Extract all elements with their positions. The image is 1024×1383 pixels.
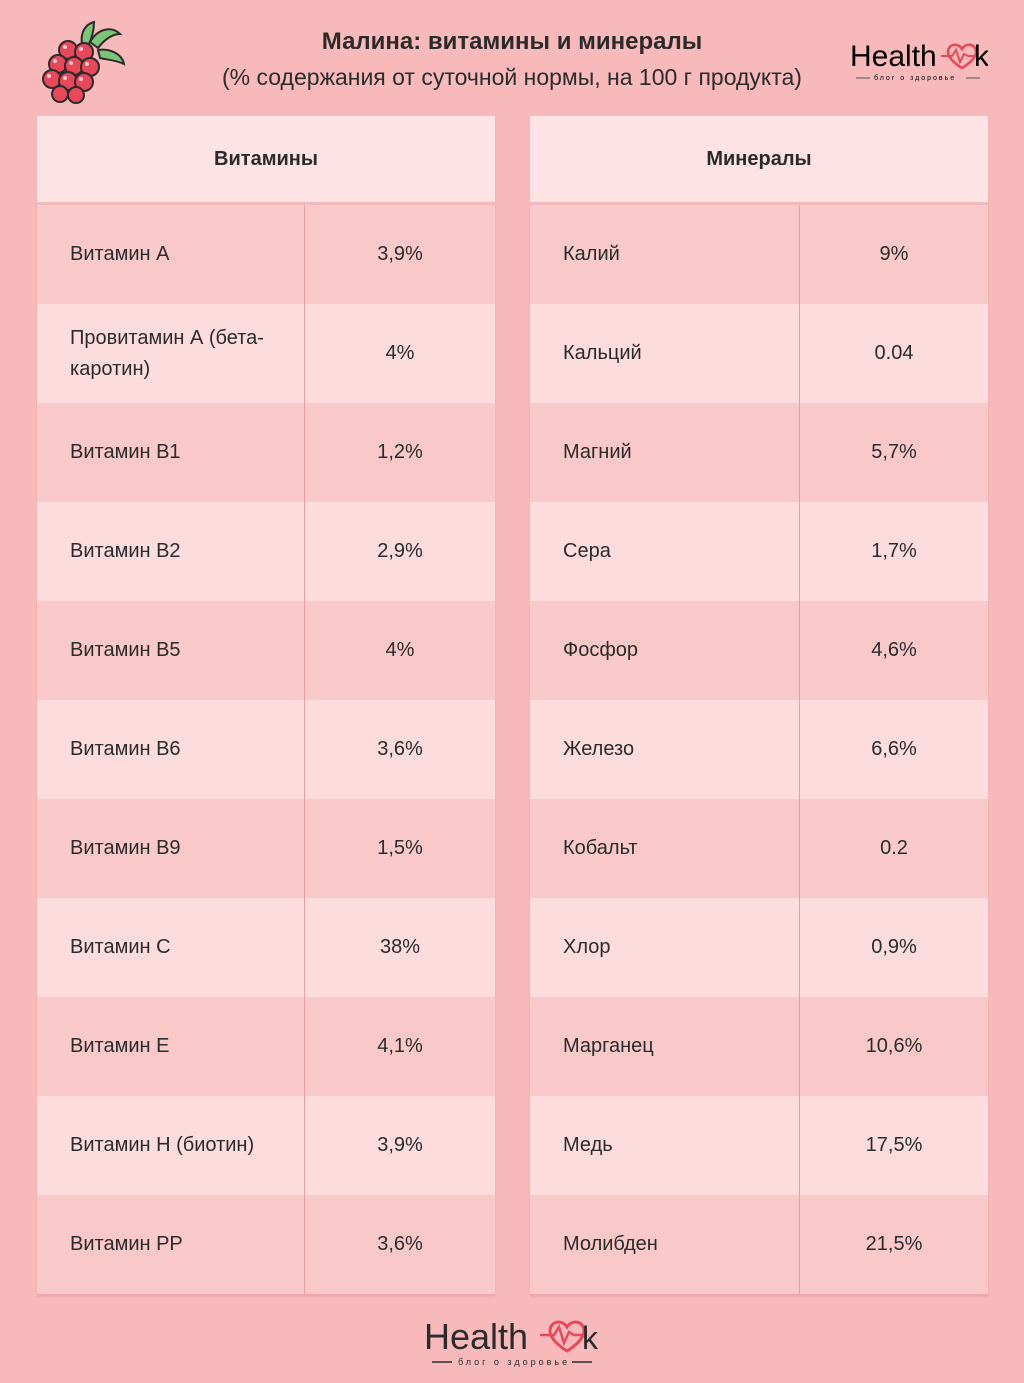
nutrient-value: 0.2 xyxy=(880,837,908,859)
table-row: Провитамин А (бета-каротин) 4% xyxy=(37,304,495,403)
table-bottom-line xyxy=(530,1294,988,1296)
table-row: Витамин Н (биотин) 3,9% xyxy=(37,1096,495,1195)
table-row: Витамин А 3,9% xyxy=(37,205,495,304)
nutrient-name: Фосфор xyxy=(530,601,800,700)
minerals-table: Минералы Калий 9% Кальций 0.04 Магний 5,7% Сер… xyxy=(530,116,988,1296)
nutrient-value: 3,6% xyxy=(377,738,423,760)
nutrient-name: Витамин В6 xyxy=(37,700,305,799)
nutrient-name: Кобальт xyxy=(530,799,800,898)
nutrient-value: 4,6% xyxy=(871,639,917,661)
table-row: Хлор 0,9% xyxy=(530,898,988,997)
nutrient-value: 4% xyxy=(385,639,415,661)
nutrient-value: 1,2% xyxy=(377,441,423,463)
nutrient-value: 1,5% xyxy=(377,837,423,859)
healthok-logo-footer: Health k блог о здоровье xyxy=(424,1316,599,1367)
nutrient-name: Калий xyxy=(530,205,800,304)
nutrient-name: Железо xyxy=(530,700,800,799)
heart-pulse-icon xyxy=(540,1320,586,1353)
table-row: Витамин В2 2,9% xyxy=(37,502,495,601)
table-row: Кальций 0.04 xyxy=(530,304,988,403)
table-row: Витамин Е 4,1% xyxy=(37,997,495,1096)
table-row: Калий 9% xyxy=(530,205,988,304)
table-row: Витамин В6 3,6% xyxy=(37,700,495,799)
nutrient-value: 3,9% xyxy=(377,1134,423,1156)
nutrient-value: 0.04 xyxy=(874,342,914,364)
header: Малина: витамины и минералы (% содержани… xyxy=(0,0,1024,115)
nutrient-name: Сера xyxy=(530,502,800,601)
nutrient-value: 21,5% xyxy=(865,1233,923,1255)
logo-tagline: блог о здоровье xyxy=(458,1357,570,1367)
table-row: Сера 1,7% xyxy=(530,502,988,601)
table-row: Молибден 21,5% xyxy=(530,1195,988,1294)
vitamins-heading: Витамины xyxy=(37,116,495,205)
nutrient-name: Витамин РР xyxy=(37,1195,305,1294)
table-row: Витамин В1 1,2% xyxy=(37,403,495,502)
nutrient-value: 4,1% xyxy=(377,1035,423,1057)
table-bottom-line xyxy=(37,1294,495,1296)
logo-k: k xyxy=(974,40,988,73)
table-row: Кобальт 0.2 xyxy=(530,799,988,898)
page-title: Малина: витамины и минералы xyxy=(321,28,703,55)
heart-pulse-icon xyxy=(941,43,978,70)
nutrient-value: 17,5% xyxy=(865,1134,923,1156)
healthok-logo: Health k блог о здоровье xyxy=(850,40,988,82)
table-row: Витамин РР 3,6% xyxy=(37,1195,495,1294)
table-row: Витамин С 38% xyxy=(37,898,495,997)
nutrient-name: Провитамин А (бета-каротин) xyxy=(37,304,305,403)
table-row: Магний 5,7% xyxy=(530,403,988,502)
nutrient-name: Витамин Н (биотин) xyxy=(37,1096,305,1195)
page-subtitle: (% содержания от суточной нормы, на 100 … xyxy=(222,64,802,90)
logo-tagline: блог о здоровье xyxy=(874,74,956,82)
minerals-heading: Минералы xyxy=(530,116,988,205)
nutrient-value: 5,7% xyxy=(871,441,917,463)
nutrient-name: Марганец xyxy=(530,997,800,1096)
nutrient-name: Кальций xyxy=(530,304,800,403)
logo-word: Health xyxy=(424,1316,528,1357)
nutrient-value: 38% xyxy=(379,936,421,958)
logo-k: k xyxy=(582,1320,599,1356)
vitamins-table: Витамины Витамин А 3,9% Провитамин А (бета… xyxy=(37,116,495,1296)
nutrient-name: Витамин В1 xyxy=(37,403,305,502)
nutrient-value: 0,9% xyxy=(871,936,917,958)
table-row: Марганец 10,6% xyxy=(530,997,988,1096)
nutrient-value: 2,9% xyxy=(377,540,423,562)
nutrient-value: 1,7% xyxy=(871,540,917,562)
nutrient-value: 6,6% xyxy=(871,738,917,760)
nutrient-name: Витамин В2 xyxy=(37,502,305,601)
table-row: Витамин В9 1,5% xyxy=(37,799,495,898)
nutrient-value: 3,9% xyxy=(377,243,423,265)
nutrient-name: Витамин Е xyxy=(37,997,305,1096)
nutrient-name: Молибден xyxy=(530,1195,800,1294)
table-row: Витамин В5 4% xyxy=(37,601,495,700)
nutrient-name: Витамин А xyxy=(37,205,305,304)
logo-word: Health xyxy=(850,40,937,73)
nutrient-name: Витамин В9 xyxy=(37,799,305,898)
nutrient-value: 3,6% xyxy=(377,1233,423,1255)
nutrient-value: 10,6% xyxy=(865,1035,923,1057)
nutrient-value: 9% xyxy=(879,243,909,265)
nutrient-name: Витамин С xyxy=(37,898,305,997)
nutrient-name: Магний xyxy=(530,403,800,502)
raspberry-icon xyxy=(42,20,126,104)
nutrient-name: Витамин В5 xyxy=(37,601,305,700)
table-row: Железо 6,6% xyxy=(530,700,988,799)
table-row: Медь 17,5% xyxy=(530,1096,988,1195)
nutrient-value: 4% xyxy=(385,342,415,364)
nutrient-name: Медь xyxy=(530,1096,800,1195)
nutrient-name: Хлор xyxy=(530,898,800,997)
table-row: Фосфор 4,6% xyxy=(530,601,988,700)
